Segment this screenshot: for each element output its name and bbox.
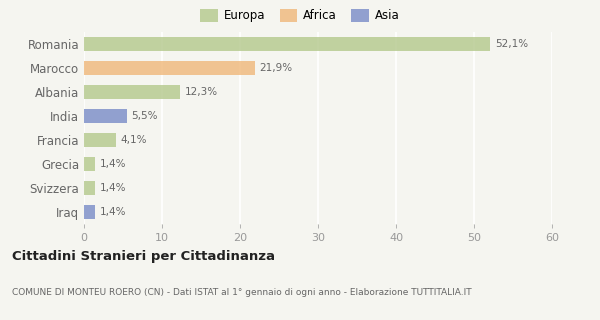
Text: Cittadini Stranieri per Cittadinanza: Cittadini Stranieri per Cittadinanza [12, 250, 275, 263]
Text: 5,5%: 5,5% [131, 111, 158, 121]
Legend: Europa, Africa, Asia: Europa, Africa, Asia [197, 6, 403, 26]
Bar [84, 109, 127, 123]
Text: 1,4%: 1,4% [100, 207, 126, 217]
Text: 4,1%: 4,1% [121, 135, 147, 145]
Bar [84, 85, 180, 99]
Text: 1,4%: 1,4% [100, 159, 126, 169]
Bar [84, 205, 95, 219]
Text: 1,4%: 1,4% [100, 183, 126, 193]
Text: 52,1%: 52,1% [495, 39, 528, 49]
Text: COMUNE DI MONTEU ROERO (CN) - Dati ISTAT al 1° gennaio di ogni anno - Elaborazio: COMUNE DI MONTEU ROERO (CN) - Dati ISTAT… [12, 288, 472, 297]
Text: 12,3%: 12,3% [185, 87, 218, 97]
Bar [84, 37, 490, 51]
Text: 21,9%: 21,9% [260, 63, 293, 73]
Bar [84, 61, 255, 75]
Bar [84, 133, 116, 147]
Bar [84, 157, 95, 171]
Bar [84, 181, 95, 195]
